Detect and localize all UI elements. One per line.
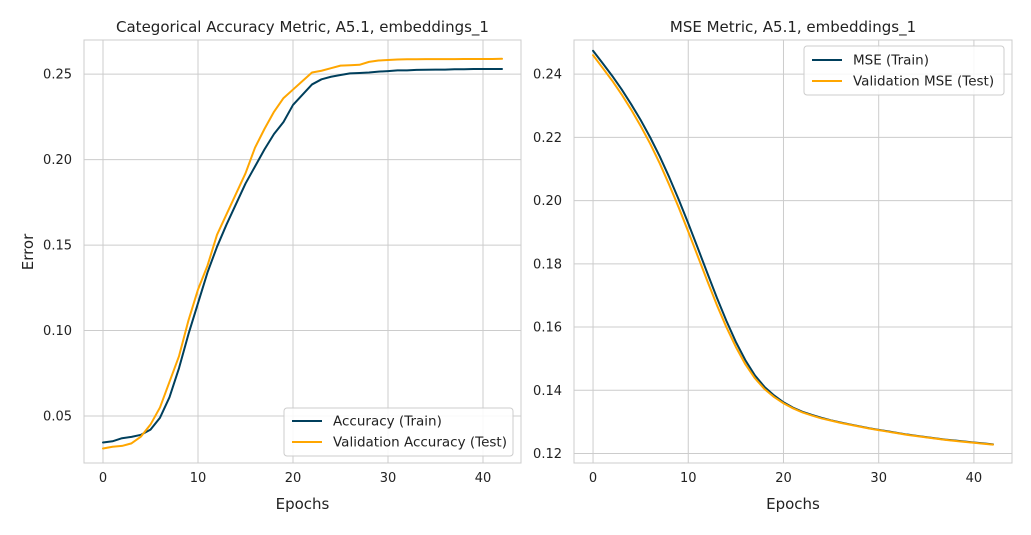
series-line-test [592,54,994,446]
y-tick-label: 0.22 [533,131,562,146]
legend-box [283,407,514,457]
plot-area [83,39,522,464]
y-tick-label: 0.05 [43,410,72,425]
y-axis-label: Error [19,233,37,270]
y-tick-label: 0.18 [533,257,562,272]
legend-label-test: Validation MSE (Test) [853,74,994,90]
series-line-test [102,57,503,450]
series-line-train [102,68,503,444]
plot-background [84,40,521,463]
accuracy-chart: Categorical Accuracy Metric, A5.1, embed… [19,18,522,513]
x-tick-label: 20 [285,471,302,486]
x-tick-label: 20 [775,471,792,486]
plot-background [574,40,1012,463]
axes-frame [573,39,1013,464]
y-tick-label: 0.15 [43,239,72,254]
x-tick-label: 0 [99,471,107,486]
x-tick-label: 30 [870,471,887,486]
y-tick-label: 0.25 [43,68,72,83]
mse-chart: MSE Metric, A5.1, embeddings_1 Epochs MS… [533,18,1013,513]
legend-label-train: MSE (Train) [853,53,929,69]
x-tick-label: 10 [190,471,207,486]
y-tick-label: 0.10 [43,324,72,339]
x-tick-label: 10 [680,471,697,486]
legend: MSE (Train) Validation MSE (Test) [803,45,1005,96]
legend-label-test: Validation Accuracy (Test) [333,435,507,451]
x-axis-label: Epochs [766,495,820,513]
chart-title: Categorical Accuracy Metric, A5.1, embed… [116,18,489,37]
x-tick-label: 40 [475,471,492,486]
y-tick-label: 0.20 [43,153,72,168]
legend-label-train: Accuracy (Train) [333,414,442,430]
x-axis-label: Epochs [276,495,330,513]
y-tick-label: 0.14 [533,384,562,399]
y-tick-label: 0.20 [533,194,562,209]
chart-title: MSE Metric, A5.1, embeddings_1 [670,18,916,37]
legend-box [803,45,1005,96]
x-tick-label: 30 [380,471,397,486]
y-tick-label: 0.16 [533,321,562,336]
axes-frame [83,39,522,464]
y-tick-label: 0.24 [533,68,562,83]
x-tick-label: 0 [589,471,597,486]
plot-area [573,39,1013,464]
x-tick-label: 40 [966,471,983,486]
y-tick-label: 0.12 [533,447,562,462]
legend: Accuracy (Train) Validation Accuracy (Te… [283,407,514,457]
